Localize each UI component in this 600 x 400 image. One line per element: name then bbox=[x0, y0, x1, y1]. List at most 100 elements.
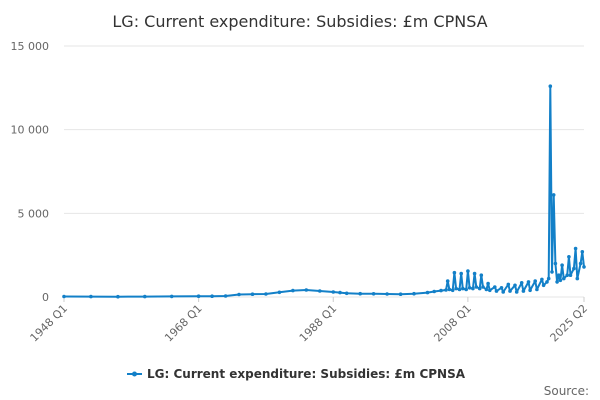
data-point[interactable] bbox=[519, 281, 524, 285]
gridlines bbox=[64, 45, 584, 298]
data-point[interactable] bbox=[533, 279, 537, 283]
x-tick-label: 1948 Q1 bbox=[28, 302, 71, 345]
data-point[interactable] bbox=[528, 288, 532, 293]
data-point[interactable] bbox=[358, 291, 363, 296]
data-point[interactable] bbox=[501, 290, 506, 294]
data-point[interactable] bbox=[526, 280, 531, 284]
data-point[interactable] bbox=[452, 270, 457, 275]
x-tick-label: 2008 Q1 bbox=[431, 302, 474, 345]
data-point[interactable] bbox=[398, 292, 403, 297]
data-point[interactable] bbox=[557, 273, 561, 278]
data-point[interactable] bbox=[143, 294, 147, 299]
data-point[interactable] bbox=[484, 287, 489, 292]
data-point[interactable] bbox=[471, 286, 475, 291]
data-point[interactable] bbox=[264, 292, 268, 296]
data-point[interactable] bbox=[567, 254, 571, 259]
data-point[interactable] bbox=[457, 287, 462, 292]
data-point[interactable] bbox=[439, 288, 443, 293]
data-point[interactable] bbox=[472, 271, 477, 276]
data-point[interactable] bbox=[250, 292, 255, 297]
data-point[interactable] bbox=[444, 288, 448, 292]
data-point[interactable] bbox=[513, 283, 517, 288]
data-point[interactable] bbox=[540, 277, 544, 282]
data-point[interactable] bbox=[89, 294, 93, 299]
x-tick-label: 1988 Q1 bbox=[297, 302, 340, 345]
data-point[interactable] bbox=[447, 287, 452, 292]
data-point[interactable] bbox=[486, 281, 490, 286]
data-point[interactable] bbox=[580, 250, 585, 254]
y-tick-label: 0 bbox=[42, 291, 49, 304]
data-point[interactable] bbox=[582, 265, 586, 269]
data-point[interactable] bbox=[479, 273, 484, 278]
data-point[interactable] bbox=[304, 288, 309, 292]
data-point[interactable] bbox=[555, 280, 559, 284]
series-layer bbox=[62, 84, 586, 299]
data-point[interactable] bbox=[474, 285, 479, 289]
data-point[interactable] bbox=[467, 286, 472, 290]
y-tick-label: 10 000 bbox=[11, 124, 50, 137]
data-point[interactable] bbox=[548, 84, 553, 88]
data-point[interactable] bbox=[116, 294, 120, 299]
data-point[interactable] bbox=[338, 290, 342, 295]
data-point[interactable] bbox=[565, 273, 569, 278]
data-point[interactable] bbox=[223, 294, 228, 298]
source-label: Source: bbox=[544, 384, 589, 398]
data-point[interactable] bbox=[499, 286, 504, 290]
data-point[interactable] bbox=[550, 270, 554, 274]
legend-dot-marker bbox=[132, 371, 137, 377]
data-point[interactable] bbox=[508, 289, 512, 293]
x-axis-ticks: 1948 Q1 1968 Q1 1988 Q1 2008 Q1 2025 Q2 bbox=[28, 297, 590, 345]
data-point[interactable] bbox=[545, 280, 549, 284]
data-point[interactable] bbox=[318, 289, 322, 293]
legend[interactable]: LG: Current expenditure: Subsidies: £m C… bbox=[127, 367, 466, 381]
data-point[interactable] bbox=[459, 271, 464, 276]
data-point[interactable] bbox=[558, 278, 563, 283]
y-tick-label: 15 000 bbox=[11, 40, 50, 53]
data-point[interactable] bbox=[277, 290, 282, 295]
data-point[interactable] bbox=[575, 276, 580, 281]
data-point[interactable] bbox=[62, 294, 66, 299]
data-point[interactable] bbox=[477, 286, 482, 291]
chart-title: LG: Current expenditure: Subsidies: £m C… bbox=[112, 12, 487, 31]
data-point[interactable] bbox=[412, 291, 416, 296]
data-point[interactable] bbox=[237, 292, 241, 297]
data-point[interactable] bbox=[210, 294, 214, 299]
data-point[interactable] bbox=[196, 294, 201, 299]
data-point[interactable] bbox=[445, 279, 450, 283]
data-point[interactable] bbox=[573, 246, 578, 251]
data-point[interactable] bbox=[560, 263, 564, 268]
data-point[interactable] bbox=[541, 283, 546, 288]
data-point[interactable] bbox=[521, 289, 526, 293]
data-point[interactable] bbox=[454, 286, 458, 291]
data-point[interactable] bbox=[481, 285, 485, 289]
data-point[interactable] bbox=[535, 287, 539, 292]
data-point[interactable] bbox=[546, 276, 551, 281]
data-point[interactable] bbox=[371, 292, 376, 296]
data-point[interactable] bbox=[493, 285, 497, 289]
data-point[interactable] bbox=[466, 269, 470, 273]
data-point[interactable] bbox=[553, 261, 558, 266]
legend-label: LG: Current expenditure: Subsidies: £m C… bbox=[147, 367, 466, 381]
data-point[interactable] bbox=[291, 288, 295, 293]
data-point[interactable] bbox=[551, 193, 556, 197]
data-point[interactable] bbox=[488, 288, 492, 293]
data-point[interactable] bbox=[385, 292, 389, 296]
series-line bbox=[63, 85, 585, 298]
data-point[interactable] bbox=[450, 288, 455, 293]
data-point[interactable] bbox=[562, 276, 566, 281]
data-point[interactable] bbox=[514, 290, 519, 294]
data-point[interactable] bbox=[464, 287, 469, 292]
x-tick-label: 1968 Q1 bbox=[162, 302, 205, 345]
data-point[interactable] bbox=[331, 290, 336, 294]
data-point[interactable] bbox=[432, 289, 437, 294]
data-point[interactable] bbox=[506, 282, 511, 287]
data-point[interactable] bbox=[344, 291, 349, 296]
data-point[interactable] bbox=[169, 294, 174, 299]
data-point[interactable] bbox=[425, 290, 430, 295]
data-point[interactable] bbox=[568, 273, 573, 278]
data-point[interactable] bbox=[578, 261, 583, 266]
data-point[interactable] bbox=[461, 286, 465, 291]
data-point[interactable] bbox=[494, 289, 499, 293]
data-point[interactable] bbox=[572, 266, 576, 271]
